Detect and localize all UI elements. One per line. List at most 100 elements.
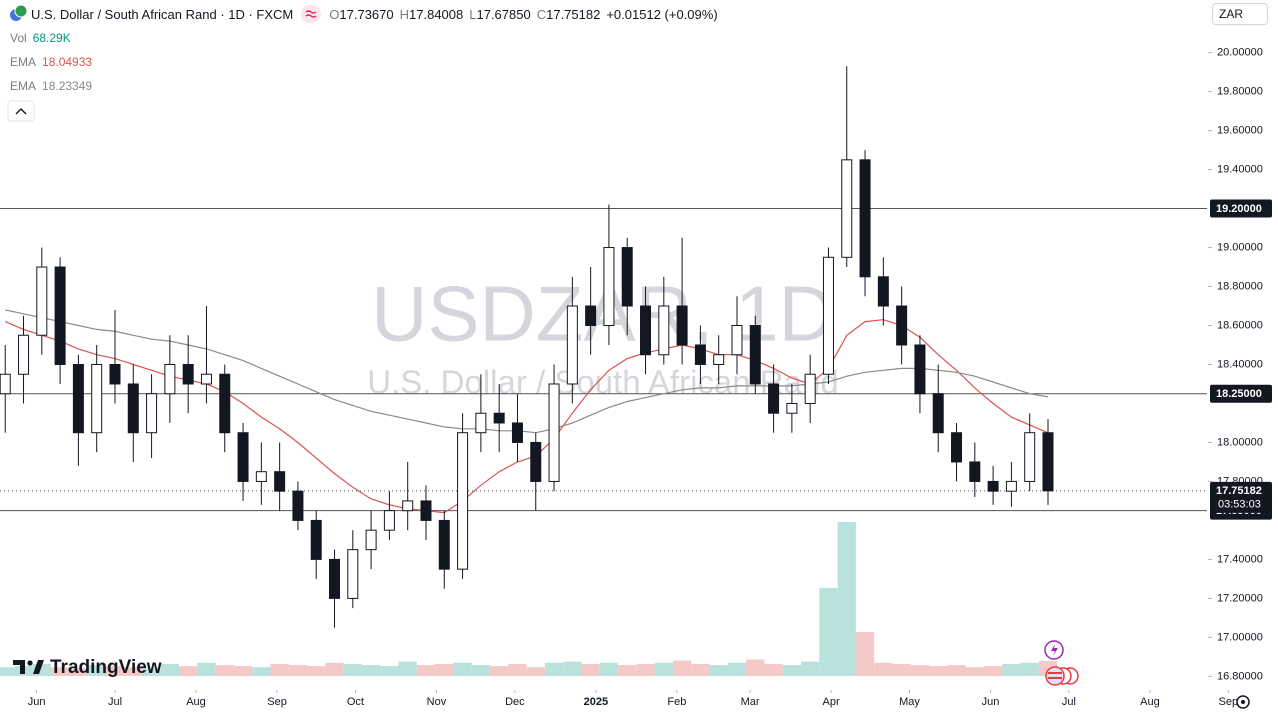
volume-bar	[782, 665, 802, 676]
candle-body	[438, 519, 450, 570]
volume-bar	[87, 665, 106, 676]
series-legend-row: EMA 18.23349	[10, 79, 92, 93]
legend-name: Vol	[10, 31, 27, 45]
ohlc-values: O17.73670 H17.84008 L17.67850 C17.75182	[329, 7, 600, 22]
candle-body	[310, 519, 322, 560]
candle-body	[877, 276, 889, 307]
candle-body	[896, 305, 908, 346]
volume-layer	[0, 522, 1058, 676]
y-tick-label: 18.40000	[1217, 358, 1263, 370]
candle-body	[146, 393, 158, 434]
volume-bar	[801, 661, 820, 676]
settings-icon[interactable]	[1236, 695, 1250, 709]
watermark-subtitle: U.S. Dollar / South African Rand	[367, 364, 838, 401]
candle-body	[292, 490, 304, 521]
watermark-title: USDZAR, 1D	[371, 270, 835, 358]
volume-bar	[855, 632, 875, 676]
candle-body	[365, 529, 377, 551]
candle-body	[493, 412, 505, 424]
candle-body	[640, 305, 652, 356]
volume-bar	[416, 665, 436, 676]
y-tick-label: 19.80000	[1217, 86, 1263, 98]
level-label: 18.25000	[1216, 388, 1262, 400]
volume-bar	[380, 666, 399, 676]
watermark: USDZAR, 1D U.S. Dollar / South African R…	[367, 270, 838, 401]
x-tick-label: Sep	[267, 696, 287, 708]
volume-bar	[179, 666, 198, 676]
volume-bar	[435, 663, 454, 676]
volume-bar	[764, 663, 783, 676]
x-tick-label: Feb	[667, 696, 686, 708]
volume-bar	[325, 662, 344, 676]
x-tick-label: 2025	[584, 696, 608, 708]
candle-body	[914, 344, 926, 395]
legend-value: 18.04933	[42, 55, 93, 69]
candle-body	[219, 373, 231, 434]
candle-body	[237, 432, 249, 482]
volume-bar	[142, 668, 161, 676]
candle-body	[329, 558, 341, 599]
volume-bar	[0, 667, 15, 676]
brand-name: TradingView	[50, 657, 162, 678]
volume-bar	[618, 665, 637, 676]
x-tick-label: May	[899, 696, 920, 708]
x-tick-label: Jul	[1062, 696, 1076, 708]
candle-body	[731, 325, 743, 356]
x-tick-label: Sep	[1219, 696, 1239, 708]
volume-bar	[398, 661, 417, 676]
volume-bar	[837, 522, 856, 676]
y-tick-label: 20.00000	[1217, 47, 1263, 59]
volume-bar	[105, 666, 125, 676]
x-tick-label: Aug	[186, 696, 206, 708]
ema-line	[5, 309, 1049, 434]
ohlc-label: H	[399, 6, 410, 22]
symbol-title: U.S. Dollar / South African Rand · 1D · …	[31, 6, 294, 22]
candles-layer	[0, 66, 1054, 628]
volume-bar	[746, 659, 765, 676]
candle-body	[713, 354, 725, 365]
volume-bar	[563, 661, 582, 676]
candle-body	[72, 363, 84, 434]
volume-bar	[691, 663, 710, 676]
volume-bar	[672, 660, 692, 676]
volume-bar	[124, 667, 143, 676]
x-tick-label: Oct	[347, 696, 364, 708]
volume-bar	[197, 662, 216, 676]
x-tick-label: Apr	[823, 696, 840, 708]
volume-bar	[215, 665, 234, 676]
collapse-button[interactable]	[7, 100, 35, 122]
y-tick-label: 17.20000	[1217, 592, 1263, 604]
ohlc-label: C	[536, 6, 547, 22]
volume-bar	[910, 665, 930, 676]
candle-body	[402, 500, 414, 512]
y-tick-label: 18.80000	[1217, 280, 1263, 292]
last-price-label: 17.75182	[1216, 485, 1262, 497]
volume-bar	[233, 666, 253, 676]
candle-body	[18, 334, 30, 375]
candle-body	[932, 393, 944, 434]
candle-body	[255, 471, 267, 482]
level-label-box	[1210, 199, 1272, 218]
candle-body	[987, 480, 999, 492]
volume-bar	[453, 662, 472, 676]
y-tick-label: 16.80000	[1217, 670, 1263, 682]
volume-bar	[252, 667, 271, 676]
symbol-header: U.S. Dollar / South African Rand · 1D · …	[8, 4, 718, 24]
volume-bar	[544, 662, 564, 676]
volume-bar	[709, 665, 728, 676]
compare-badge[interactable]	[301, 5, 323, 23]
candle-body	[127, 383, 139, 434]
volume-bar	[654, 662, 673, 676]
candle-body	[786, 402, 798, 414]
candle-body	[1005, 480, 1017, 492]
x-tick-label: Aug	[1140, 696, 1160, 708]
volume-bar	[947, 665, 966, 676]
volume-bar	[50, 667, 70, 676]
candle-body	[749, 325, 761, 385]
currency: ZAR	[1219, 7, 1243, 21]
candle-body	[109, 363, 121, 385]
y-tick-label: 19.40000	[1217, 163, 1263, 175]
candle-body	[841, 159, 853, 258]
currency-button[interactable]: ZAR	[1212, 3, 1268, 25]
